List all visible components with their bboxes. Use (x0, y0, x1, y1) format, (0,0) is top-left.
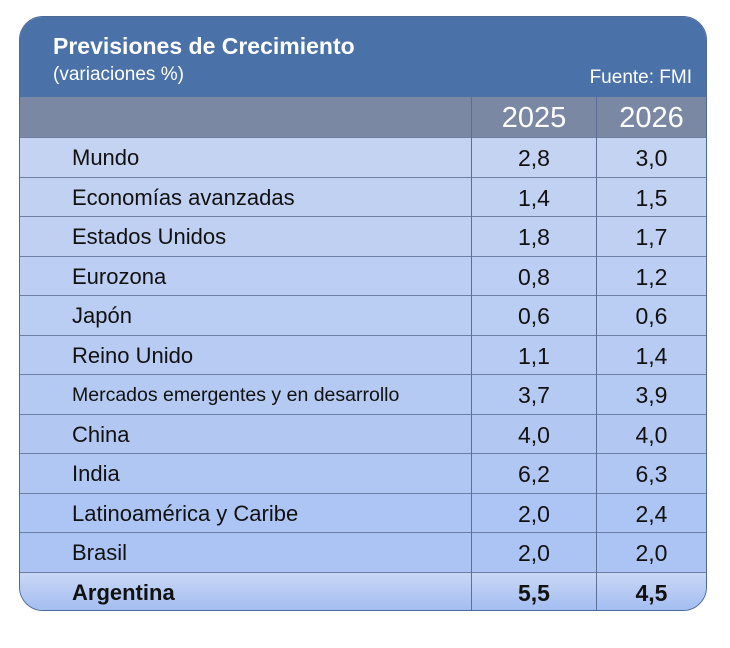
value-cell-2026: 6,3 (635, 461, 668, 487)
value-cell-2025: 2,0 (518, 540, 550, 566)
row-label: Mundo (72, 145, 140, 170)
value-cell-2025: 1,8 (518, 224, 550, 250)
value-cell-2026: 4,0 (635, 421, 668, 448)
value-cell-2026: 3,0 (635, 145, 668, 171)
row-label: Estados Unidos (72, 224, 227, 249)
value-cell-2026: 1,5 (635, 184, 668, 211)
value-cell-2025: 2,0 (518, 500, 550, 527)
table-row: Reino Unido 1,1 1,4 (20, 334, 706, 374)
table-row: Estados Unidos 1,8 1,7 (20, 216, 706, 256)
value-cell-2025: 2,8 (518, 145, 550, 171)
value-cell-2026: 2,0 (635, 540, 668, 566)
table-header: Previsiones de Crecimiento (variaciones … (20, 17, 706, 97)
row-label: Brasil (72, 540, 128, 565)
table-row: China 4,0 4,0 (20, 413, 706, 453)
growth-forecast-table: Previsiones de Crecimiento (variaciones … (19, 16, 707, 611)
value-cell-2026: 1,4 (635, 342, 668, 369)
table-title: Previsiones de Crecimiento (53, 33, 355, 59)
row-label: Japón (72, 303, 132, 328)
value-cell-2025: 0,6 (518, 303, 550, 329)
value-cell-2026: 0,6 (635, 303, 668, 329)
row-label: Argentina (72, 579, 175, 605)
table-row: Brasil 2,0 2,0 (20, 532, 706, 572)
table-row: Japón 0,6 0,6 (20, 295, 706, 335)
value-cell-2026: 2,4 (635, 500, 668, 527)
column-divider (596, 97, 597, 610)
column-divider (471, 97, 472, 610)
table-row: Eurozona 0,8 1,2 (20, 255, 706, 295)
row-label: Reino Unido (72, 342, 194, 368)
value-cell-2026: 4,5 (635, 579, 668, 606)
row-label: Mercados emergentes y en desarrollo (72, 384, 400, 406)
value-cell-2025: 5,5 (518, 579, 550, 606)
value-cell-2026: 3,9 (635, 382, 668, 408)
table-row: Mundo 2,8 3,0 (20, 137, 706, 177)
table-row: India 6,2 6,3 (20, 453, 706, 493)
value-cell-2026: 1,2 (635, 263, 668, 290)
value-cell-2025: 0,8 (518, 263, 550, 290)
value-cell-2025: 6,2 (518, 461, 550, 487)
row-label: Latinoamérica y Caribe (72, 500, 299, 526)
table-row: Argentina 5,5 4,5 (20, 571, 706, 610)
value-cell-2026: 1,7 (635, 224, 668, 250)
value-cell-2025: 1,4 (518, 184, 550, 211)
table-body: Mundo 2,8 3,0 Economías avanzadas 1,4 1,5 Esta… (20, 137, 706, 610)
table-row: Economías avanzadas 1,4 1,5 (20, 176, 706, 216)
row-label: Economías avanzadas (72, 184, 295, 210)
table-subtitle: (variaciones %) (53, 64, 184, 85)
column-header-2025: 2025 (501, 102, 567, 134)
row-label: China (72, 421, 130, 447)
value-cell-2025: 1,1 (518, 342, 550, 369)
table-row: Latinoamérica y Caribe 2,0 2,4 (20, 492, 706, 532)
row-label: Eurozona (72, 263, 167, 289)
value-cell-2025: 3,7 (518, 382, 550, 408)
value-cell-2025: 4,0 (518, 421, 550, 448)
column-header-row: 2025 2026 (20, 97, 706, 137)
column-header-2026: 2026 (619, 102, 684, 134)
table-row: Mercados emergentes y en desarrollo 3,7 3,… (20, 374, 706, 414)
source-label: Fuente: FMI (589, 67, 692, 88)
row-label: India (72, 461, 120, 486)
